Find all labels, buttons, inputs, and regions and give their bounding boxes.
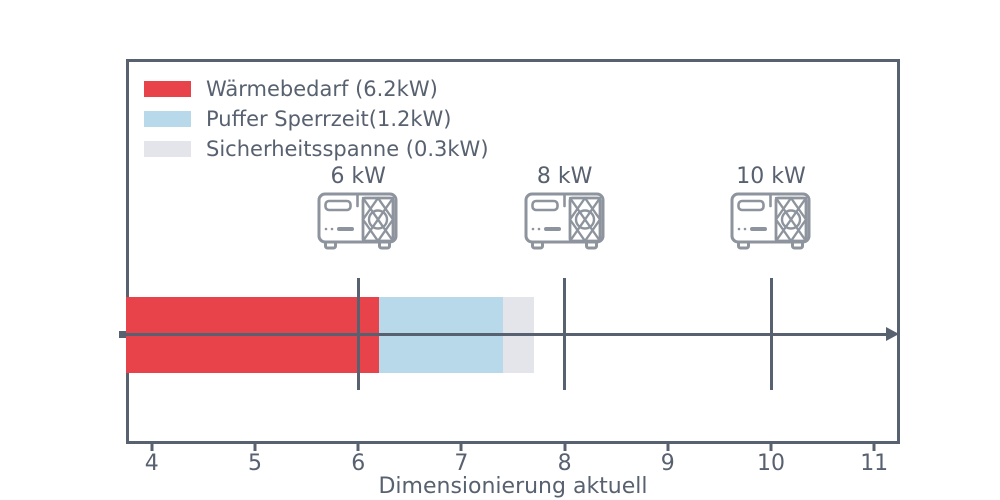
legend-item: Wärmebedarf (6.2kW) [144,77,489,101]
x-tick-mark [150,443,154,451]
legend-label: Sicherheitsspanne (0.3kW) [206,137,489,161]
legend-swatch-icon [144,81,191,97]
x-tick-label: 9 [660,451,675,476]
x-tick-label: 4 [144,451,159,476]
x-tick-mark [769,443,773,451]
legend-item: Puffer Sperrzeit(1.2kW) [144,107,489,131]
x-tick-mark [872,443,876,451]
heat-pump-icon [523,191,607,254]
plot-area-border [126,59,900,444]
pump-size-label: 10 kW [736,164,806,189]
legend-item: Sicherheitsspanne (0.3kW) [144,137,489,161]
x-tick-label: 10 [757,451,785,476]
heat-pump-icon [729,191,813,254]
x-tick-label: 6 [351,451,366,476]
x-tick-label: 7 [454,451,469,476]
x-axis-label: Dimensionierung aktuell [378,474,648,499]
legend: Wärmebedarf (6.2kW) Puffer Sperrzeit(1.2k… [144,77,489,171]
heat-pump-icon [316,191,400,254]
x-tick-mark [666,443,670,451]
x-tick-label: 11 [860,451,889,476]
pump-size-label: 6 kW [330,164,386,189]
x-tick-mark [253,443,257,451]
x-tick-mark [459,443,463,451]
x-tick-label: 8 [557,451,572,476]
legend-label: Wärmebedarf (6.2kW) [206,77,438,101]
x-tick-label: 5 [248,451,262,476]
x-tick-mark [356,443,360,451]
x-axis-arrow-line [119,333,888,336]
x-axis-arrowhead-icon [886,327,899,341]
legend-swatch-icon [144,141,191,157]
x-tick-mark [563,443,567,451]
legend-label: Puffer Sperrzeit(1.2kW) [206,107,452,131]
pump-size-label: 8 kW [536,164,593,189]
legend-swatch-icon [144,111,191,127]
